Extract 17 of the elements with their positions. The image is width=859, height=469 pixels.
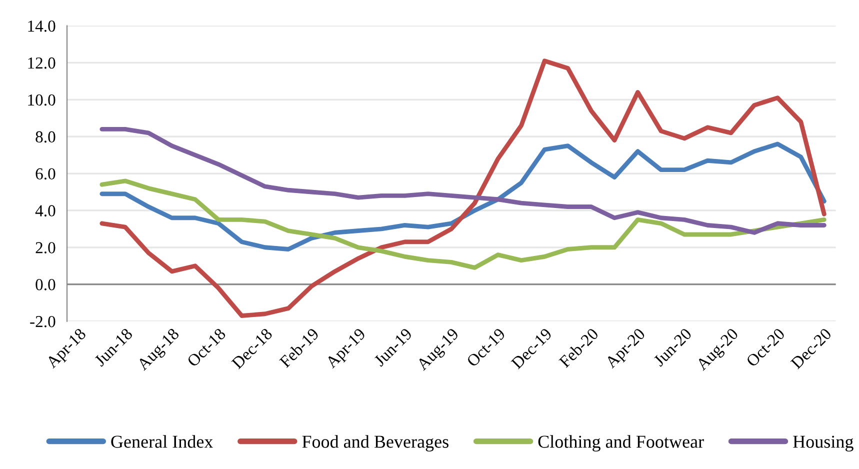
- line-series: [100, 58, 826, 318]
- legend-label: General Index: [111, 435, 213, 448]
- line-series: [100, 142, 826, 252]
- y-tick-label: 14.0: [28, 20, 56, 32]
- y-tick-label: 8.0: [36, 131, 56, 143]
- y-tick-label: 4.0: [35, 205, 56, 216]
- y-tick-label: -2.0: [30, 316, 56, 328]
- legend-label: Food and Beverages: [302, 435, 448, 452]
- line-series: [100, 126, 826, 235]
- y-tick-label: 10.0: [28, 94, 56, 106]
- y-tick-label: 2.0: [36, 242, 56, 254]
- y-tick-label: 12.0: [28, 57, 56, 69]
- y-tick-label: 0.0: [36, 279, 56, 290]
- legend-label: Housing: [793, 436, 854, 452]
- line-series: [100, 178, 826, 270]
- legend-label: Clothing and Footwear: [538, 435, 704, 452]
- y-tick-label: 6.0: [36, 168, 56, 180]
